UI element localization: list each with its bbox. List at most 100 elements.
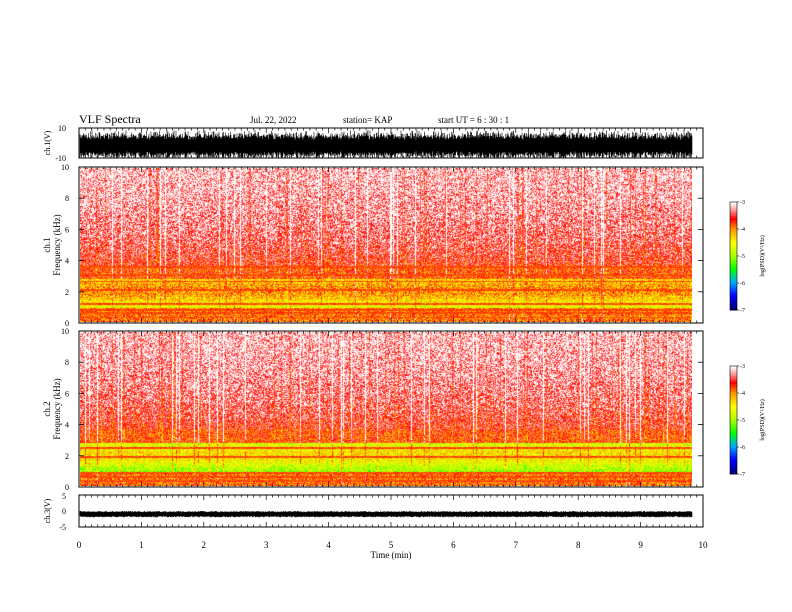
- cbar2-swatch-50: [730, 466, 737, 469]
- cbar1-swatch-7: [730, 216, 737, 219]
- cbar1-swatch-42: [730, 286, 737, 289]
- cbar2-swatch-31: [730, 428, 737, 431]
- spec2-yticks-label-5: 10: [61, 327, 69, 336]
- cbar2-swatch-4: [730, 374, 737, 377]
- cbar2-swatch-41: [730, 448, 737, 451]
- cbar1-swatch-40: [730, 282, 737, 285]
- cbar2-swatch-6: [730, 378, 737, 381]
- spec2-yticks-label-2: 4: [65, 421, 69, 430]
- spec1-yticks-label-0: 0: [65, 319, 69, 328]
- cbar2-swatch-40: [730, 446, 737, 449]
- cbar2-tick-label-4: -7: [740, 472, 745, 478]
- cbar2-swatch-1: [730, 368, 737, 371]
- cbar2-swatch-18: [730, 402, 737, 405]
- cbar1-swatch-29: [730, 260, 737, 263]
- cbar1-swatch-48: [730, 298, 737, 301]
- ch1-spectrogram-ylabel-2: Frequency (kHz): [52, 214, 62, 275]
- cbar2-swatch-33: [730, 432, 737, 435]
- ch2-spectrogram-image: [80, 332, 692, 486]
- spec2-raster: [80, 332, 692, 486]
- spec1-yticks-label-5: 10: [61, 163, 69, 172]
- cbar2-swatch-26: [730, 418, 737, 421]
- cbar2-swatch-39: [730, 444, 737, 447]
- spec2-yticks-label-4: 8: [65, 358, 69, 367]
- ch2-spectrogram-panel: 0 2 4 6 8 10 ch.2 Frequency (kHz): [42, 327, 704, 492]
- cbar1-swatch-26: [730, 254, 737, 257]
- cbar2-swatch-13: [730, 392, 737, 395]
- time-tick-label-4: 4: [326, 540, 331, 550]
- cbar1-swatch-4: [730, 210, 737, 213]
- cbar1-swatch-19: [730, 240, 737, 243]
- ch2-spectrogram-ylabel-2: Frequency (kHz): [52, 378, 62, 439]
- spec1-yticks-label-3: 6: [65, 225, 69, 234]
- cbar1-swatch-17: [730, 236, 737, 239]
- cbar1-swatch-45: [730, 292, 737, 295]
- ch1-waveform-ylabel: ch.1(V): [43, 130, 52, 155]
- spec2-yticks-label-3: 6: [65, 389, 69, 398]
- cbar2-swatch-43: [730, 452, 737, 455]
- cbar2-swatch-51: [730, 468, 737, 471]
- cbar2-swatch-15: [730, 396, 737, 399]
- cbar1-tick-label-3: -6: [740, 281, 745, 287]
- ch1-colorbar-label: log(PSD)(V²/Hz): [759, 235, 766, 276]
- cbar1-swatch-50: [730, 302, 737, 305]
- cbar2-swatch-49: [730, 464, 737, 467]
- ch1-spectrogram-image: [80, 168, 692, 322]
- cbar1-swatch-49: [730, 300, 737, 303]
- cbar2-swatch-20: [730, 406, 737, 409]
- cbar2-swatch-16: [730, 398, 737, 401]
- cbar2-swatch-45: [730, 456, 737, 459]
- cbar1-swatch-11: [730, 224, 737, 227]
- ch1-spectrogram-panel: 0 2 4 6 8 10 ch.1 Frequency (kHz): [42, 163, 704, 328]
- ch3-waveform-trace: [79, 511, 693, 518]
- cbar2-swatch-32: [730, 430, 737, 433]
- cbar1-swatch-5: [730, 212, 737, 215]
- time-tick-label-0: 0: [77, 540, 82, 550]
- ch1-waveform-panel: 10 -10 ch.1(V): [43, 124, 704, 163]
- cbar1-swatch-24: [730, 250, 737, 253]
- cbar2-swatch-21: [730, 408, 737, 411]
- cbar1-swatch-52: [730, 306, 737, 309]
- ch1-spectrogram-ylabel-1: ch.1: [42, 237, 52, 252]
- time-tick-marks: [78, 128, 704, 527]
- cbar1-swatch-18: [730, 238, 737, 241]
- ch3-ytick-mid: 0: [62, 507, 66, 516]
- ch2-colorbar: -3 -4 -5 -6 -7: [729, 364, 745, 478]
- cbar2-swatch-44: [730, 454, 737, 457]
- cbar1-tick-label-0: -3: [740, 200, 745, 206]
- cbar1-swatch-1: [730, 204, 737, 207]
- ch1-ytick-top: 10: [58, 124, 66, 133]
- cbar1-tick-label-2: -5: [740, 254, 745, 260]
- cbar1-swatch-41: [730, 284, 737, 287]
- cbar1-swatch-51: [730, 304, 737, 307]
- cbar1-swatch-8: [730, 218, 737, 221]
- cbar1-swatch-15: [730, 232, 737, 235]
- cbar2-swatch-53: [730, 472, 737, 475]
- cbar1-swatch-37: [730, 276, 737, 279]
- cbar1-swatch-33: [730, 268, 737, 271]
- spec2-yticks-label-1: 2: [65, 452, 69, 461]
- cbar1-swatch-36: [730, 274, 737, 277]
- cbar2-swatch-3: [730, 372, 737, 375]
- cbar1-swatch-25: [730, 252, 737, 255]
- time-tick-label-6: 6: [451, 540, 456, 550]
- cbar2-swatch-30: [730, 426, 737, 429]
- time-tick-label-2: 2: [202, 540, 207, 550]
- ch3-waveform-ylabel: ch.3(V): [43, 498, 52, 523]
- cbar2-swatch-25: [730, 416, 737, 419]
- cbar1-swatch-13: [730, 228, 737, 231]
- cbar1-swatch-3: [730, 208, 737, 211]
- cbar1-swatch-27: [730, 256, 737, 259]
- cbar1-swatch-39: [730, 280, 737, 283]
- ch1-colorbar: -3 -4 -5 -6 -7: [729, 200, 745, 314]
- spec1-yticks-label-2: 4: [65, 257, 69, 266]
- cbar1-swatch-32: [730, 266, 737, 269]
- time-tick-label-1: 1: [139, 540, 144, 550]
- cbar2-swatch-27: [730, 420, 737, 423]
- cbar1-swatch-53: [730, 308, 737, 311]
- cbar2-swatch-36: [730, 438, 737, 441]
- time-tick-label-5: 5: [389, 540, 394, 550]
- cbar1-swatch-20: [730, 242, 737, 245]
- cbar1-swatch-0: [730, 202, 737, 205]
- ch1-waveform-trace: [79, 129, 693, 158]
